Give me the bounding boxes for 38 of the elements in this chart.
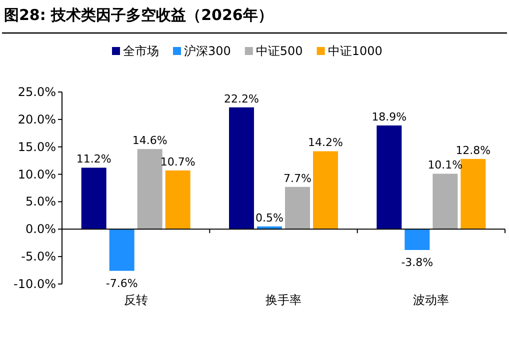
bar (285, 186, 310, 230)
data-label: 14.2% (308, 136, 343, 150)
data-label: 22.2% (224, 92, 259, 106)
bar (109, 229, 134, 271)
y-tick-label: 15.0% (18, 140, 56, 154)
y-tick-label: -10.0% (14, 277, 56, 291)
bar (313, 151, 338, 230)
bar (137, 149, 162, 230)
x-tick-label: 波动率 (413, 293, 450, 307)
data-label: -3.8% (401, 256, 434, 269)
bar (165, 170, 190, 230)
y-tick-label: -5.0% (21, 250, 56, 264)
data-label: 18.9% (372, 110, 407, 124)
y-tick-label: 25.0% (18, 85, 56, 99)
data-label: 14.6% (132, 134, 168, 148)
data-label: 12.8% (456, 144, 491, 157)
y-tick-label: 20.0% (18, 112, 56, 126)
chart-title: 图28: 技术类因子多空收益（2026年） (4, 6, 273, 24)
bar (460, 158, 486, 230)
bar (229, 107, 254, 230)
y-tick-label: 10.0% (18, 167, 56, 182)
legend-label: 沪深300 (184, 44, 231, 58)
legend-label: 中证500 (256, 44, 303, 58)
data-label: 0.5% (256, 211, 284, 224)
bar (81, 168, 106, 230)
data-label: 10.7% (160, 155, 196, 168)
x-tick-label: 换手率 (266, 293, 302, 307)
bar (376, 125, 402, 230)
legend-label: 全市场 (123, 44, 159, 58)
data-label: 7.7% (284, 172, 312, 185)
data-label: 11.2% (76, 152, 112, 166)
x-tick-label: 反转 (124, 293, 148, 307)
legend-label: 中证1000 (328, 44, 382, 58)
y-tick-label: 5.0% (26, 194, 56, 209)
y-tick-label: 0.0% (26, 222, 56, 236)
data-label: -7.6% (106, 276, 138, 290)
bar (404, 229, 430, 250)
bar (432, 174, 458, 230)
